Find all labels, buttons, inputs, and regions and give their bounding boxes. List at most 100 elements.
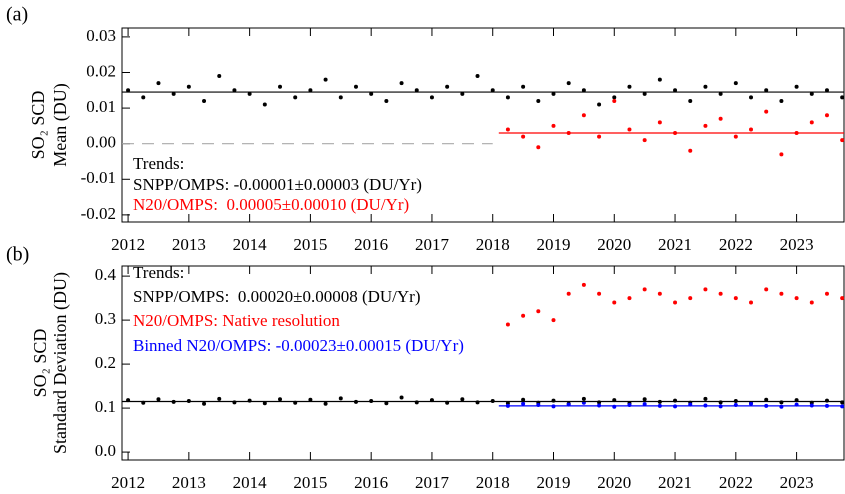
data-point	[293, 95, 298, 100]
data-point	[141, 95, 146, 100]
data-point	[353, 84, 358, 89]
data-point	[581, 88, 586, 93]
y-axis-label: SO₂ SCD	[28, 91, 48, 160]
data-point	[156, 81, 161, 86]
data-point	[536, 98, 541, 103]
data-point	[642, 397, 647, 402]
annotation: SNPP/OMPS: 0.00020±0.00008 (DU/Yr)	[133, 287, 421, 306]
data-point	[764, 397, 769, 402]
x-tick-label: 2019	[536, 235, 570, 254]
data-point	[779, 291, 784, 296]
x-tick-label: 2016	[354, 473, 388, 492]
annotation: Trends:	[133, 154, 184, 173]
data-point	[840, 138, 845, 143]
data-point	[399, 81, 404, 86]
y-tick-label: 0.02	[86, 61, 116, 80]
data-point	[733, 81, 738, 86]
data-point	[809, 91, 814, 96]
data-point	[566, 81, 571, 86]
y-axis-label: Mean (DU)	[50, 83, 71, 166]
data-point	[217, 74, 222, 79]
data-point	[338, 95, 343, 100]
data-point	[657, 291, 662, 296]
x-tick-label: 2022	[719, 473, 753, 492]
data-point	[718, 116, 723, 121]
data-point	[460, 91, 465, 96]
y-tick-label: 0.4	[95, 265, 117, 284]
x-tick-label: 2017	[415, 473, 450, 492]
data-point	[232, 88, 237, 93]
data-point	[369, 91, 374, 96]
plot-frame	[121, 27, 845, 223]
x-tick-label: 2018	[476, 473, 510, 492]
x-tick-label: 2023	[780, 235, 814, 254]
data-point	[779, 98, 784, 103]
data-point	[627, 127, 632, 132]
y-axis-label: Standard Deviation (DU)	[50, 272, 71, 454]
data-point	[475, 74, 480, 79]
y-axis-label: SO₂ SCD	[30, 329, 50, 398]
data-point	[581, 113, 586, 118]
data-point	[551, 318, 556, 323]
x-tick-label: 2014	[233, 235, 268, 254]
data-point	[247, 91, 252, 96]
data-point	[536, 309, 541, 314]
x-tick-label: 2020	[597, 473, 631, 492]
data-point	[733, 134, 738, 139]
data-point	[278, 397, 283, 402]
data-point	[217, 396, 222, 401]
x-tick-label: 2021	[658, 473, 692, 492]
x-tick-label: 2017	[415, 235, 450, 254]
y-tick-label: 0.01	[86, 97, 116, 116]
data-point	[612, 95, 617, 100]
y-tick-label: 0.0	[95, 441, 116, 460]
data-point	[673, 88, 678, 93]
data-point	[323, 77, 328, 82]
data-point	[521, 397, 526, 402]
annotation: SNPP/OMPS: -0.00001±0.00003 (DU/Yr)	[133, 175, 422, 194]
data-point	[764, 287, 769, 292]
x-tick-label: 2013	[172, 473, 206, 492]
data-point	[536, 145, 541, 150]
data-point	[703, 396, 708, 401]
data-point	[612, 300, 617, 305]
data-point	[824, 291, 829, 296]
data-point	[505, 127, 510, 132]
x-tick-label: 2022	[719, 235, 753, 254]
data-point	[171, 91, 176, 96]
x-tick-label: 2020	[597, 235, 631, 254]
annotation: Trends:	[133, 263, 184, 282]
data-point	[840, 95, 845, 100]
x-tick-label: 2018	[476, 235, 510, 254]
data-point	[308, 88, 313, 93]
x-tick-label: 2019	[536, 473, 570, 492]
data-point	[521, 134, 526, 139]
data-point	[749, 401, 754, 406]
data-point	[824, 88, 829, 93]
data-point	[308, 397, 313, 402]
data-point	[384, 401, 389, 406]
data-point	[581, 396, 586, 401]
x-tick-label: 2012	[111, 473, 145, 492]
data-point	[703, 123, 708, 128]
data-point	[186, 84, 191, 89]
data-point	[718, 91, 723, 96]
data-point	[718, 291, 723, 296]
panel-label: (a)	[6, 4, 28, 26]
data-point	[551, 123, 556, 128]
data-point	[703, 84, 708, 89]
annotation: N20/OMPS: 0.00005±0.00010 (DU/Yr)	[133, 195, 409, 214]
data-point	[505, 322, 510, 327]
data-point	[551, 91, 556, 96]
data-point	[414, 88, 419, 93]
data-point	[597, 291, 602, 296]
data-point	[202, 401, 207, 406]
x-tick-label: 2012	[111, 235, 145, 254]
x-tick-label: 2015	[293, 473, 327, 492]
data-point	[627, 84, 632, 89]
x-tick-label: 2021	[658, 235, 692, 254]
data-point	[384, 98, 389, 103]
data-point	[764, 109, 769, 114]
y-tick-label: 0.3	[95, 309, 116, 328]
